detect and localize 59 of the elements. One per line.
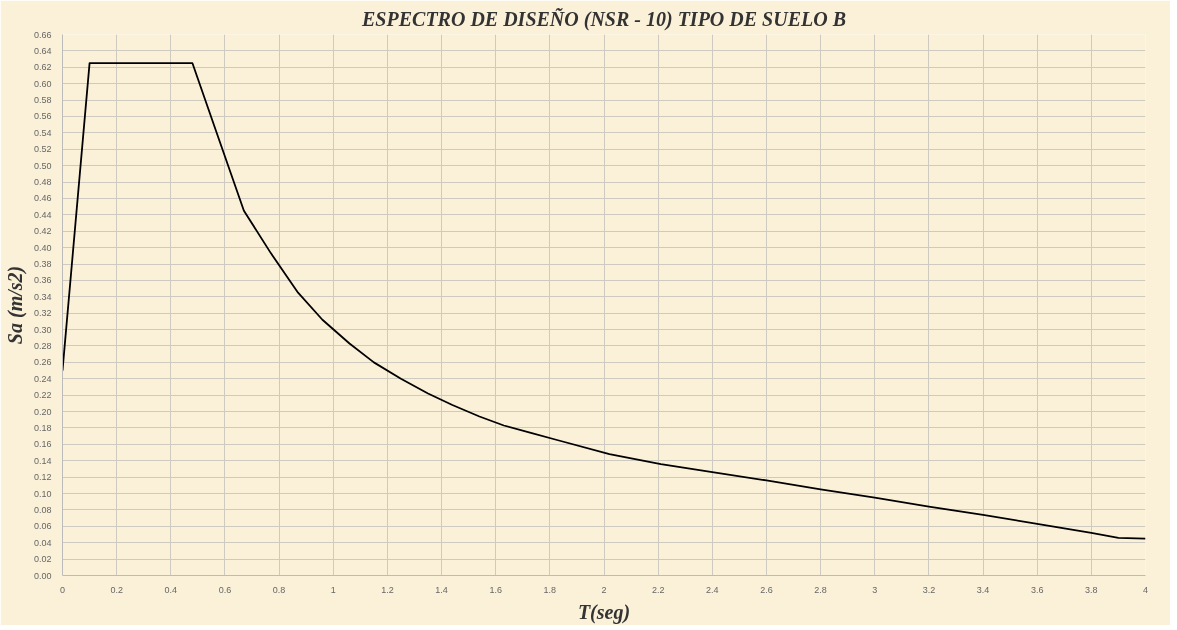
y-tick-label: 0.08 (33, 504, 52, 515)
x-tick-label: 1.6 (489, 584, 502, 595)
y-tick-label: 0.60 (33, 78, 52, 89)
x-tick-label: 1.8 (543, 584, 557, 595)
x-tick-label: 0.6 (218, 584, 232, 595)
y-tick-label: 0.00 (33, 570, 52, 581)
y-tick-label: 0.32 (33, 308, 52, 319)
x-tick-label: 3.8 (1085, 584, 1098, 595)
y-tick-label: 0.66 (33, 29, 52, 40)
y-tick-label: 0.16 (33, 439, 52, 450)
y-tick-label: 0.50 (33, 160, 52, 171)
y-tick-label: 0.64 (33, 45, 52, 56)
y-tick-label: 0.38 (33, 259, 52, 270)
y-tick-label: 0.26 (33, 357, 52, 368)
x-tick-label: 2.6 (760, 584, 773, 595)
x-axis-title: T(seg) (577, 600, 631, 624)
x-tick-label: 2.2 (651, 584, 665, 595)
y-tick-label: 0.46 (33, 193, 52, 204)
y-tick-label: 0.62 (33, 62, 52, 73)
x-tick-label: 0.8 (272, 584, 286, 595)
x-tick-label: 2.4 (706, 584, 719, 595)
y-tick-label: 0.24 (33, 373, 52, 384)
y-tick-label: 0.12 (33, 472, 52, 483)
x-tick-label: 4 (1143, 584, 1149, 595)
y-tick-label: 0.28 (33, 340, 52, 351)
y-tick-label: 0.42 (33, 226, 52, 237)
y-tick-label: 0.44 (33, 209, 52, 220)
x-tick-label: 2 (601, 584, 607, 595)
x-tick-label: 3 (872, 584, 878, 595)
y-tick-label: 0.02 (33, 554, 52, 565)
x-tick-label: 2.8 (814, 584, 827, 595)
y-tick-label: 0.20 (33, 406, 52, 417)
y-tick-label: 0.58 (33, 95, 52, 106)
x-tick-label: 0.4 (164, 584, 178, 595)
x-tick-label: 3.6 (1030, 584, 1044, 595)
x-tick-label: 0.2 (110, 584, 123, 595)
y-tick-label: 0.22 (33, 390, 52, 401)
y-tick-label: 0.34 (33, 291, 52, 302)
line-series (62, 62, 1146, 540)
y-tick-label: 0.48 (33, 177, 52, 188)
y-tick-label: 0.56 (33, 111, 52, 122)
y-tick-label: 0.10 (33, 488, 52, 499)
y-tick-label: 0.30 (33, 324, 52, 335)
x-tick-label: 3.2 (922, 584, 936, 595)
x-tick-label: 1 (330, 584, 336, 595)
y-tick-label: 0.14 (33, 455, 52, 466)
y-tick-label: 0.06 (33, 521, 52, 532)
x-tick-label: 3.4 (976, 584, 990, 595)
chart-title: ESPECTRO DE DISEÑO (NSR - 10) TIPO DE SUELO B (361, 7, 846, 31)
y-tick-label: 0.36 (33, 275, 52, 286)
x-tick-label: 0 (60, 584, 66, 595)
y-axis-title: Sa (m/s2) (3, 265, 27, 345)
x-tick-label: 1.4 (435, 584, 448, 595)
y-tick-label: 0.40 (33, 242, 52, 253)
x-tick-label: 1.2 (381, 584, 394, 595)
y-tick-label: 0.18 (33, 422, 52, 433)
y-tick-label: 0.52 (33, 144, 52, 155)
y-tick-label: 0.04 (33, 537, 52, 548)
y-tick-label: 0.54 (33, 127, 52, 138)
